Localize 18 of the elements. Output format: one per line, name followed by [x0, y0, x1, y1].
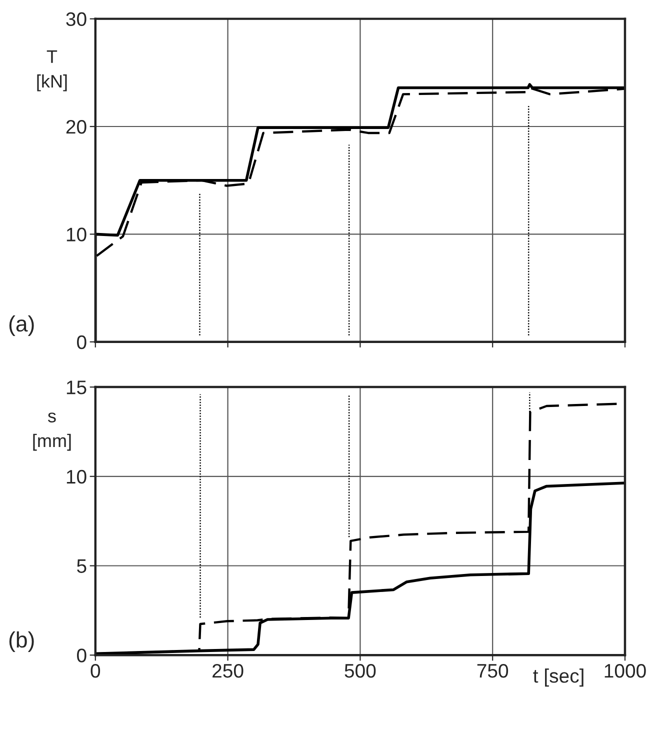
y-tick-label: 0	[77, 648, 86, 662]
x-tick-label: 250	[212, 664, 244, 678]
text: (b)	[9, 631, 34, 652]
y-tick-label: 10	[66, 228, 86, 242]
y-tick-label: 5	[77, 559, 86, 573]
text: (a)	[9, 315, 34, 336]
x-tick-label: 500	[344, 664, 376, 678]
y-tick-label: 0	[77, 335, 86, 350]
x-axis-title: t [sec]	[533, 668, 584, 687]
y-tick-label: 20	[66, 120, 86, 134]
y-tick-label: 30	[66, 12, 86, 26]
x-tick-label: 750	[477, 664, 508, 678]
y-tick-label: 10	[66, 470, 86, 484]
x-tick-label: 0	[90, 664, 100, 678]
y-tick-label: 15	[66, 380, 86, 394]
x-tick-label: 1000	[604, 664, 646, 678]
y-axis-title: s [mm]	[33, 412, 71, 451]
y-axis-title: T [kN]	[37, 50, 67, 92]
